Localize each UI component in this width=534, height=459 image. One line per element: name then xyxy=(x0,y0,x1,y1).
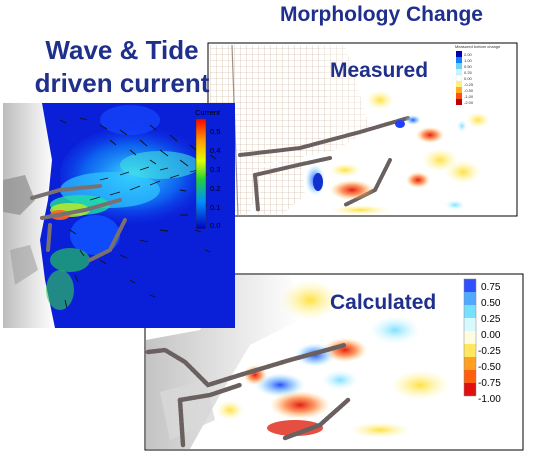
current-tick: 0.5 xyxy=(210,127,220,136)
current-colorbar-title: Current xyxy=(195,108,221,117)
measured-legend-header: Measured bottom change xyxy=(455,44,501,49)
measured-legend: Measured bottom change 2.00 1.00 0.50 0.… xyxy=(455,44,501,105)
current-tick: 0.1 xyxy=(210,203,220,212)
measured-tick: -1.00 xyxy=(464,94,474,99)
measured-tick: 2.00 xyxy=(464,52,473,57)
calculated-colorbar: 0.75 0.50 0.25 0.00 -0.25 -0.50 -0.75 -1… xyxy=(463,278,501,405)
measured-tick: -2.00 xyxy=(464,100,474,105)
current-tick: 0.3 xyxy=(210,165,220,174)
current-tick: 0.0 xyxy=(210,221,220,230)
measured-tick: 0.50 xyxy=(464,64,473,69)
calculated-tick: -0.75 xyxy=(478,378,501,389)
current-tick: 0.2 xyxy=(210,184,220,193)
measured-label: Measured xyxy=(330,59,429,82)
calculated-tick: 0.50 xyxy=(481,298,501,309)
current-tick: 0.4 xyxy=(210,146,220,155)
measured-tick: -0.25 xyxy=(464,82,474,87)
current-title-line1: Wave & Tide xyxy=(45,35,199,65)
measured-panel: Measured bottom change 2.00 1.00 0.50 0.… xyxy=(207,42,518,217)
figure-title: Morphology Change xyxy=(280,3,483,26)
measured-tick: 0.00 xyxy=(464,76,473,81)
calculated-tick: 0.00 xyxy=(481,330,501,341)
calculated-tick: -0.25 xyxy=(478,346,501,357)
measured-jetties xyxy=(238,116,410,212)
measured-mesh xyxy=(210,45,370,216)
measured-change-field xyxy=(305,90,490,215)
calculated-label: Calculated xyxy=(330,291,437,314)
calculated-change-field xyxy=(216,280,450,438)
current-jetties xyxy=(30,184,127,262)
current-panel-title: Wave & Tide driven current xyxy=(6,34,238,100)
measured-tick: 1.00 xyxy=(464,58,473,63)
calculated-tick: 0.25 xyxy=(481,314,501,325)
measured-tick: -0.50 xyxy=(464,88,474,93)
calculated-jetties xyxy=(145,342,351,448)
calculated-tick: 0.75 xyxy=(481,282,501,293)
current-panel: Current 0.5 0.4 0.3 0.2 0.1 0.0 xyxy=(3,103,235,328)
measured-tick: 0.25 xyxy=(464,70,473,75)
calculated-tick: -1.00 xyxy=(478,394,501,405)
current-title-line2: driven current xyxy=(34,68,210,98)
calculated-tick: -0.50 xyxy=(478,362,501,373)
current-colorbar: Current 0.5 0.4 0.3 0.2 0.1 0.0 xyxy=(195,108,221,230)
current-speed-field xyxy=(46,105,220,310)
